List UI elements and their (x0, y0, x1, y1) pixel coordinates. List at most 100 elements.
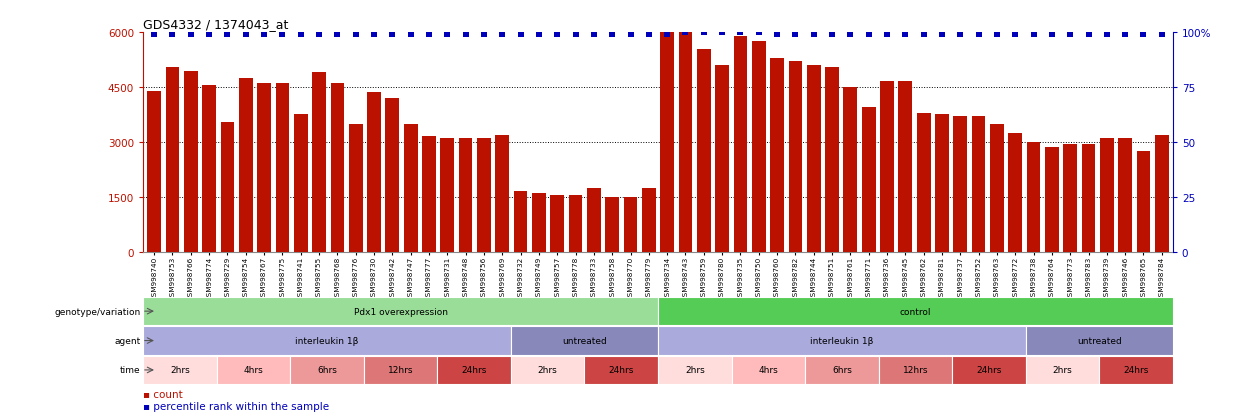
Bar (275, 84, 289, 252)
Text: interleukin 1β: interleukin 1β (295, 336, 359, 345)
Bar (184, 71, 198, 252)
Bar (624, 197, 637, 252)
Bar (403, 124, 417, 252)
Bar (990, 124, 1003, 252)
Text: 4hrs: 4hrs (244, 366, 264, 375)
Text: agent: agent (115, 336, 141, 345)
Bar (843, 88, 858, 252)
Bar (143, 327, 510, 355)
Text: control: control (900, 307, 931, 316)
Point (273, 32, 293, 38)
Bar (258, 84, 271, 252)
Point (437, 32, 457, 38)
Bar (364, 356, 437, 384)
Point (420, 32, 439, 38)
Text: 24hrs: 24hrs (462, 366, 487, 375)
Text: genotype/variation: genotype/variation (55, 307, 141, 316)
Point (1078, 32, 1098, 38)
Point (950, 32, 970, 38)
Bar (642, 188, 656, 252)
Point (382, 32, 402, 38)
Point (309, 32, 329, 38)
Bar (788, 62, 802, 252)
Point (1023, 32, 1043, 38)
Bar (422, 137, 436, 252)
Text: 2hrs: 2hrs (171, 366, 189, 375)
Point (1152, 32, 1172, 38)
Point (584, 32, 604, 38)
Bar (312, 73, 326, 252)
Bar (1101, 139, 1114, 252)
Point (291, 32, 311, 38)
Bar (550, 195, 564, 252)
Text: 6hrs: 6hrs (832, 366, 852, 375)
Point (1133, 32, 1153, 38)
Bar (1137, 152, 1150, 252)
Point (1005, 32, 1025, 38)
Bar (1063, 144, 1077, 252)
Point (1042, 32, 1062, 38)
Bar (496, 135, 509, 252)
Point (786, 32, 806, 38)
Point (565, 32, 585, 38)
Point (639, 32, 659, 38)
Point (1097, 32, 1117, 38)
Point (144, 32, 164, 38)
Text: 24hrs: 24hrs (1123, 366, 1149, 375)
Point (254, 32, 274, 38)
Bar (733, 37, 747, 252)
Point (876, 32, 896, 38)
Bar (1008, 133, 1022, 252)
Bar (825, 68, 839, 252)
Bar (806, 356, 879, 384)
Point (1116, 32, 1135, 38)
Bar (147, 91, 161, 252)
Point (987, 32, 1007, 38)
Bar (510, 327, 657, 355)
Point (731, 30, 751, 36)
Text: 4hrs: 4hrs (758, 366, 778, 375)
Text: 2hrs: 2hrs (538, 366, 558, 375)
Bar (217, 356, 290, 384)
Point (840, 32, 860, 38)
Bar (1045, 148, 1058, 252)
Point (492, 32, 512, 38)
Text: 6hrs: 6hrs (317, 366, 337, 375)
Bar (349, 124, 362, 252)
Bar (143, 356, 217, 384)
Bar (166, 68, 179, 252)
Bar (862, 108, 875, 252)
Bar (660, 33, 674, 252)
Point (181, 32, 200, 38)
Point (529, 32, 549, 38)
Bar (732, 356, 806, 384)
Bar (294, 115, 308, 252)
Point (914, 32, 934, 38)
Text: time: time (120, 366, 141, 375)
Bar (605, 197, 619, 252)
Point (748, 30, 768, 36)
Point (712, 30, 732, 36)
Bar (771, 59, 784, 252)
Text: 12hrs: 12hrs (903, 366, 928, 375)
Text: 12hrs: 12hrs (388, 366, 413, 375)
Point (474, 32, 494, 38)
Bar (879, 356, 952, 384)
Bar (899, 82, 913, 252)
Point (199, 32, 219, 38)
Bar (514, 192, 528, 252)
Bar (367, 93, 381, 252)
Point (676, 30, 696, 36)
Bar (659, 327, 1026, 355)
Bar (1027, 142, 1041, 252)
Bar (290, 356, 364, 384)
Point (693, 30, 713, 36)
Bar (458, 139, 473, 252)
Bar (1099, 356, 1173, 384)
Point (603, 32, 622, 38)
Point (1061, 32, 1081, 38)
Bar (952, 356, 1026, 384)
Point (346, 32, 366, 38)
Bar (1026, 327, 1173, 355)
Point (327, 32, 347, 38)
